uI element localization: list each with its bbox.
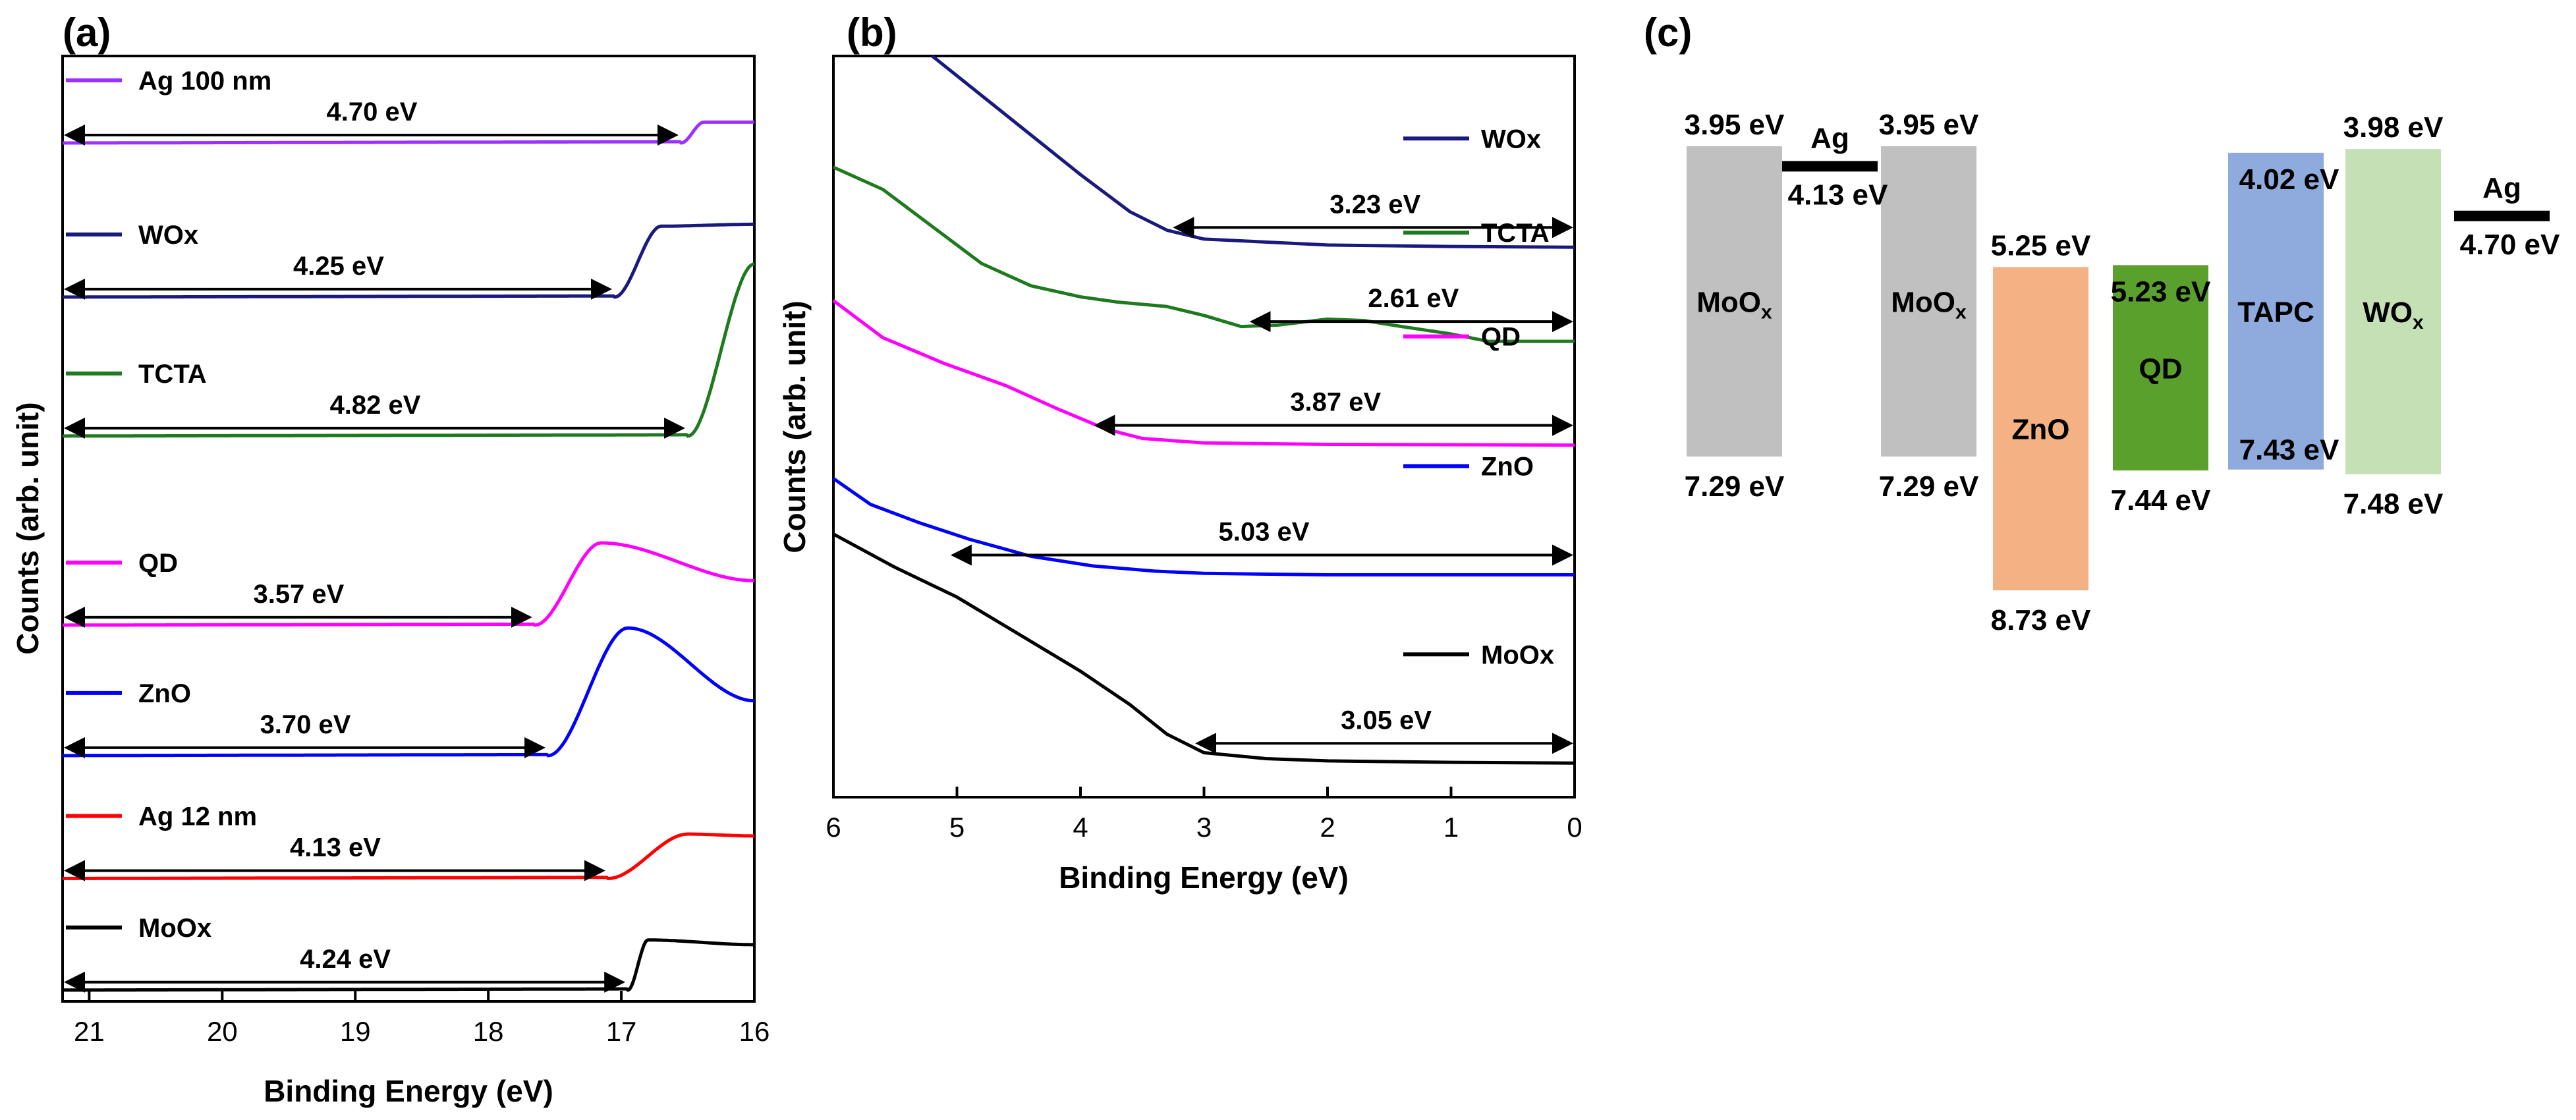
panel-c-layer-qd-3-bottom-label: 7.44 eV xyxy=(2111,484,2211,517)
panel-b-x-tick-label: 0 xyxy=(1567,812,1582,843)
panel-b-curve-tcta xyxy=(832,165,1575,343)
panel-c-layer-wox-5 xyxy=(2345,149,2441,474)
panel-b-onset-label-qd: 3.87 eV xyxy=(1290,388,1381,417)
panel-b-x-tick-label: 1 xyxy=(1443,812,1459,843)
panel-c-label: (c) xyxy=(1644,11,1692,55)
panel-c-layer-zno-2 xyxy=(1993,267,2088,590)
panel-c-energy-diagram: (c) MoOx 3.95 eV 7.29 eV MoOx 3.95 eV 7.29 eV… xyxy=(1644,11,2560,636)
panel-c-metal-name-1: Ag xyxy=(2482,172,2521,204)
panel-c-layer-tapc-4 xyxy=(2228,152,2324,470)
panel-c-layer-wox-5-top-label: 3.98 eV xyxy=(2343,111,2444,144)
panel-c-layer-wox-5-name: WOx xyxy=(2363,296,2424,333)
panel-c-metal-wf-label-0: 4.13 eV xyxy=(1788,179,1888,211)
panel-a-cutoff-label-wox: 4.25 eV xyxy=(293,252,384,281)
panel-a-cutoff-label-ag-100-nm: 4.70 eV xyxy=(327,98,418,126)
panel-a-cutoff-arrows: 4.70 eV 4.25 eV 4.82 eV 3.57 eV 3.70 eV 4.13 … xyxy=(64,98,686,993)
panel-b-legend-label-qd: QD xyxy=(1481,323,1521,352)
panel-b-y-axis-title: Counts (arb. unit) xyxy=(777,300,812,553)
panel-c-layers: MoOx 3.95 eV 7.29 eV MoOx 3.95 eV 7.29 eV ZnO 5… xyxy=(1685,109,2444,636)
panel-b-legend-label-moox: MoOx xyxy=(1481,640,1554,669)
panel-c-layer-zno-2-top-label: 5.25 eV xyxy=(1991,229,2091,262)
panel-c-layer-moox-1-name: MoOx xyxy=(1891,286,1967,323)
panel-a-x-tick-label: 16 xyxy=(739,1016,770,1047)
panel-c-layer-moox-0-bottom-label: 7.29 eV xyxy=(1685,470,1785,503)
panel-a-plot-frame xyxy=(61,55,756,1003)
panel-a-legend-label-qd: QD xyxy=(138,549,178,578)
panel-a-legend-label-wox: WOx xyxy=(138,221,198,250)
panel-a-x-tick-label: 20 xyxy=(207,1016,238,1047)
panel-c-metal-electrodes: Ag 4.13 eV Ag 4.70 eV xyxy=(1782,122,2560,261)
panel-a-cutoff-label-moox: 4.24 eV xyxy=(300,945,391,974)
panel-b-onset-arrows: 3.23 eV 2.61 eV 3.87 eV 5.03 eV 3.05 eV xyxy=(950,190,1573,754)
panel-c-layer-qd-3-name: QD xyxy=(2139,352,2183,385)
panel-c-layer-zno-2-bottom-label: 8.73 eV xyxy=(1991,604,2091,636)
panel-c-layer-zno-2-name: ZnO xyxy=(2012,414,2070,446)
panel-a-xps-cutoff-plot: (a) 21 20 19 18 17 16 Ag 100 nmWOxTCTAQDZnOAg… xyxy=(11,11,770,1108)
panel-b-x-tick-label: 6 xyxy=(826,812,841,843)
panel-c-layer-wox-5-bottom-label: 7.48 eV xyxy=(2343,488,2444,520)
panel-a-cutoff-label-qd: 3.57 eV xyxy=(253,580,344,609)
panel-a-x-tick-label: 18 xyxy=(473,1016,504,1047)
panel-b-x-tick-label: 5 xyxy=(949,812,965,843)
panel-a-cutoff-label-ag-12-nm: 4.13 eV xyxy=(290,833,381,862)
panel-b-x-tick-label: 2 xyxy=(1320,812,1335,843)
panel-a-legend-label-ag-100-nm: Ag 100 nm xyxy=(138,67,271,96)
panel-a-x-tick-label: 17 xyxy=(606,1016,637,1047)
panel-b-curve-wox xyxy=(931,55,1575,249)
panel-a-legend-label-tcta: TCTA xyxy=(138,360,207,389)
panel-b-curve-zno xyxy=(832,477,1575,576)
panel-c-layer-tapc-4-top-label: 4.02 eV xyxy=(2239,163,2339,196)
panel-a-cutoff-label-tcta: 4.82 eV xyxy=(330,391,421,420)
panel-c-layer-qd-3 xyxy=(2113,265,2208,471)
panel-b-onset-label-moox: 3.05 eV xyxy=(1341,706,1432,735)
panel-b-legend-label-wox: WOx xyxy=(1481,125,1541,154)
panel-a-curves: Ag 100 nm WOx TCTA QD ZnO Ag 12 nm MoOx xyxy=(62,67,755,992)
panel-c-layer-moox-0-top-label: 3.95 eV xyxy=(1685,109,1785,141)
panel-a-legend-label-zno: ZnO xyxy=(138,679,191,708)
panel-c-layer-qd-3-top-label: 5.23 eV xyxy=(2111,275,2211,308)
panel-a-legend-label-moox: MoOx xyxy=(138,914,211,943)
panel-c-layer-moox-0-name: MoOx xyxy=(1696,286,1772,323)
panel-b-x-ticks: 6 5 4 3 2 1 0 xyxy=(826,787,1582,843)
panel-b-onset-label-tcta: 2.61 eV xyxy=(1368,284,1459,313)
panel-c-metal-name-0: Ag xyxy=(1810,122,1849,154)
panel-a-x-axis-title: Binding Energy (eV) xyxy=(264,1074,553,1108)
panel-b-legend-label-tcta: TCTA xyxy=(1481,219,1550,248)
panel-b-onset-label-zno: 5.03 eV xyxy=(1218,518,1309,547)
panel-c-layer-moox-1-top-label: 3.95 eV xyxy=(1879,109,1979,141)
panel-b-curve-moox xyxy=(832,532,1575,765)
panel-a-y-axis-title: Counts (arb. unit) xyxy=(11,402,45,654)
panel-a-label: (a) xyxy=(63,11,111,55)
panel-c-layer-tapc-4-name: TAPC xyxy=(2237,296,2314,328)
panel-a-x-tick-label: 21 xyxy=(74,1016,105,1047)
panel-a-x-ticks: 21 20 19 18 17 16 xyxy=(74,991,770,1047)
panel-b-ups-plot: (b) 6 5 4 3 2 1 0 WOx TCTA QD ZnO MoOx 3.23 eV 2.61… xyxy=(777,11,1582,895)
panel-b-label: (b) xyxy=(847,11,897,55)
panel-b-onset-label-wox: 3.23 eV xyxy=(1330,190,1420,219)
panel-a-cutoff-label-zno: 3.70 eV xyxy=(260,710,351,739)
panel-b-legend-label-zno: ZnO xyxy=(1481,453,1534,482)
panel-a-x-tick-label: 19 xyxy=(340,1016,371,1047)
panel-b-curves: WOx TCTA QD ZnO MoOx xyxy=(832,55,1575,765)
panel-c-layer-moox-0 xyxy=(1687,146,1782,457)
panel-b-curve-qd xyxy=(832,299,1575,447)
panel-c-layer-moox-1 xyxy=(1881,146,1976,457)
panel-b-x-axis-title: Binding Energy (eV) xyxy=(1059,860,1349,895)
panel-b-x-tick-label: 4 xyxy=(1073,812,1088,843)
panel-c-metal-wf-label-1: 4.70 eV xyxy=(2460,229,2560,261)
panel-a-legend-label-ag-12-nm: Ag 12 nm xyxy=(138,802,257,831)
panel-c-layer-moox-1-bottom-label: 7.29 eV xyxy=(1879,470,1979,503)
panel-c-layer-tapc-4-bottom-label: 7.43 eV xyxy=(2239,434,2339,466)
panel-b-x-tick-label: 3 xyxy=(1196,812,1212,843)
